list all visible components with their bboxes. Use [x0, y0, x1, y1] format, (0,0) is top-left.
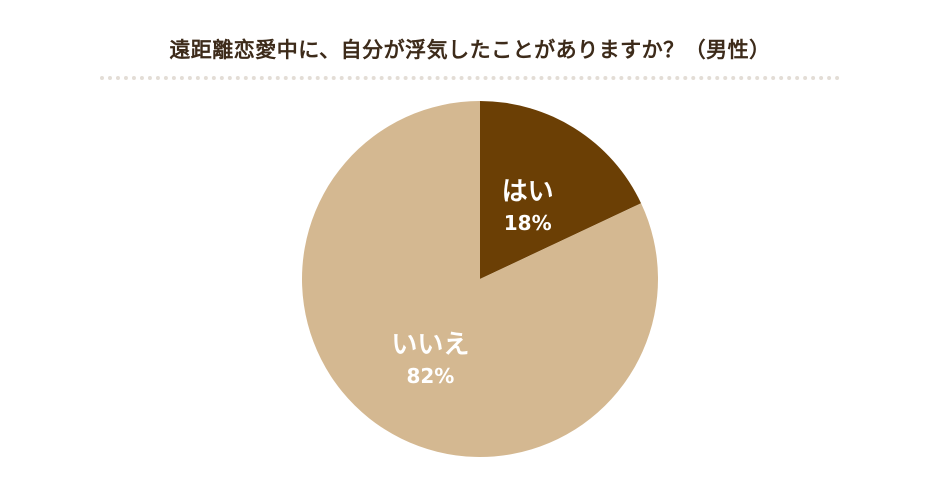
slice-value-1: 82%	[406, 364, 454, 388]
slice-value-0: 18%	[504, 211, 552, 235]
slice-label-0: はい	[502, 177, 554, 207]
chart-title: 遠距離恋愛中に、自分が浮気したことがありますか？（男性）	[169, 38, 771, 62]
pie-slice-1	[301, 101, 658, 457]
slice-label-1: いいえ	[391, 330, 469, 360]
pie-slice-0	[480, 101, 642, 279]
title-divider	[100, 76, 840, 80]
